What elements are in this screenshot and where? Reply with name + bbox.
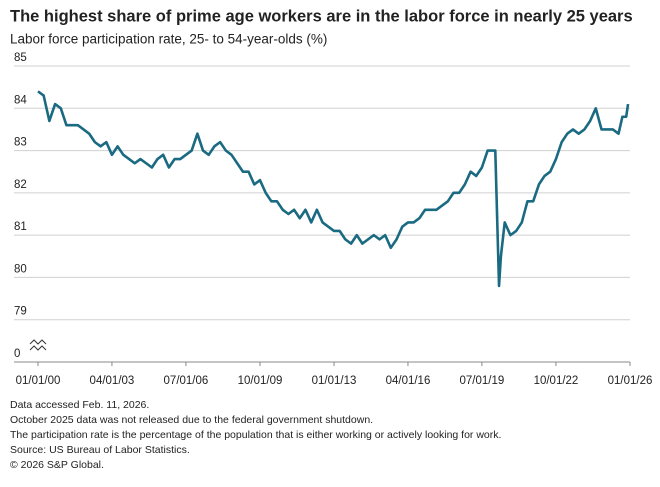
x-tick-label: 07/01/06 (164, 375, 209, 387)
footnote: October 2025 data was not released due t… (10, 414, 373, 426)
y-tick-label: 84 (14, 94, 27, 106)
x-tick-label: 10/01/22 (534, 375, 579, 387)
footnote: Source: US Bureau of Labor Statistics. (10, 444, 190, 456)
axis-break (29, 339, 47, 351)
y-tick-label: 85 (14, 52, 27, 64)
chart-title: The highest share of prime age workers a… (10, 7, 633, 25)
y-tick-label: 79 (14, 306, 27, 318)
chart-subtitle: Labor force participation rate, 25- to 5… (10, 32, 327, 47)
footnote: © 2026 S&P Global. (10, 459, 104, 471)
x-tick-label: 01/01/26 (608, 375, 653, 387)
x-tick-label: 01/01/00 (16, 375, 61, 387)
data-line (37, 90, 630, 288)
y-tick-label: 82 (14, 179, 27, 191)
footnote: The participation rate is the percentage… (10, 429, 501, 441)
x-tick-label: 01/01/13 (312, 375, 357, 387)
x-tick-label: 07/01/19 (460, 375, 505, 387)
footnote: Data accessed Feb. 11, 2026. (10, 399, 149, 411)
y-tick-label: 83 (14, 137, 27, 149)
y-tick-label: 0 (14, 348, 20, 360)
x-tick-label: 10/01/09 (238, 375, 283, 387)
y-tick-label: 81 (14, 221, 27, 233)
y-tick-label: 80 (14, 263, 27, 275)
x-tick-label: 04/01/03 (90, 375, 135, 387)
x-tick-label: 04/01/16 (386, 375, 431, 387)
